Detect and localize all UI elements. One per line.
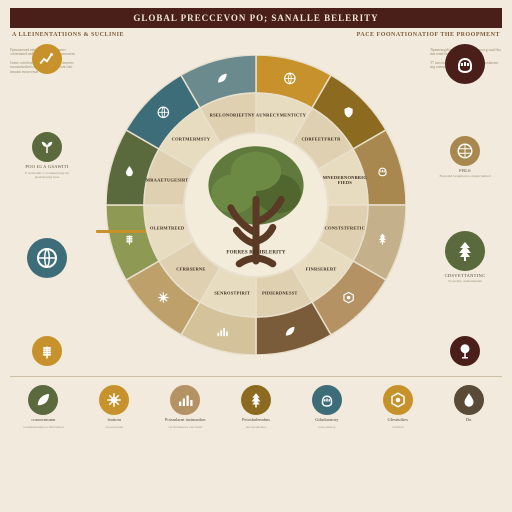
segment-label: AUNRECYMENTICTY — [256, 114, 304, 119]
bottom-item: conoormumn coemermssutnton titerrastion — [10, 385, 77, 442]
bottom-item-label: Petoshalennbns — [242, 418, 270, 423]
subtitle-row: A LLEINENTATIIONS & SUCLINIE PACE FOONAT… — [10, 32, 502, 38]
bottom-item-sub: crertiten — [392, 426, 404, 430]
side-item — [10, 336, 84, 366]
bottom-item-sub: coemermssutnton titerrastion — [23, 426, 64, 430]
wheel-chart: AUNRECYMENTICTY CDRFEETFRETR MNEDERNONBRIG… — [106, 55, 406, 355]
bottom-item-label: Dn — [466, 418, 472, 423]
water-icon — [454, 385, 484, 415]
bottom-item-label: Glesitulties — [387, 418, 408, 423]
bottom-item-label: Gtluduomiry — [315, 418, 338, 423]
segment-label: CFRRSERNE — [167, 268, 215, 273]
segment-label: OLERMTREED — [143, 226, 191, 231]
bottom-row: conoormumn coemermssutnton titerrastion le… — [10, 376, 502, 442]
subtitle-right: PACE FOONATIONATIOF THE PROOPMENT — [357, 32, 500, 38]
side-item-sub: Scoevetty cushentienmr — [448, 280, 482, 284]
globe-lines-icon — [450, 136, 480, 166]
side-item-sub: Foprelnd lornemovea olatjercrantied — [439, 175, 490, 179]
left-column: POO IG A GSAWITI F rercbotell s cccandect… — [10, 40, 84, 370]
bottom-item: Potsmlarnt insinuailon cervfertherens eur… — [152, 385, 219, 442]
tree-alt-icon — [450, 336, 480, 366]
side-item-label: POO IG A GSAWITI — [25, 164, 68, 169]
side-item: FBL6 Foprelnd lornemovea olatjercrantied — [428, 136, 502, 179]
side-item-sub: F rercbotell s cccandectrany tut prodalc… — [16, 172, 78, 180]
accent-line — [96, 230, 146, 233]
hands-icon — [445, 44, 485, 84]
right-column: FBL6 Foprelnd lornemovea olatjercrantied C… — [428, 40, 502, 370]
center-label: FORRES RESIBLERITY — [216, 250, 296, 256]
sun-icon — [99, 385, 129, 415]
bottom-item: leatiom ceyeorrentier — [81, 385, 148, 442]
bottom-item: Glesitulties crertiten — [364, 385, 431, 442]
bottom-item-sub: towrodrenoy — [318, 426, 336, 430]
side-item: POO IG A GSAWITI F rercbotell s cccandect… — [10, 132, 84, 179]
side-item — [10, 44, 84, 74]
hex-icon — [383, 385, 413, 415]
bottom-item-label: Potsmlarnt insinuailon — [165, 418, 206, 423]
subtitle-left: A LLEINENTATIIONS & SUCLINIE — [12, 32, 124, 38]
bottom-item: Petoshalennbns terrotpantrines — [223, 385, 290, 442]
side-item — [428, 44, 502, 84]
segment-label: MRAAETUGESIRT — [143, 179, 191, 184]
segment-label: RSELONORIEFTNY — [208, 114, 256, 119]
bottom-item-sub: terrotpantrines — [246, 426, 266, 430]
bottom-item-label: conoormumn — [31, 418, 55, 423]
hands-icon — [312, 385, 342, 415]
bottom-item-label: leatiom — [108, 418, 122, 423]
segment-label: CONSTSTFRETIC — [321, 226, 369, 231]
bottom-item-sub: ceyeorrentier — [105, 426, 123, 430]
segment-label: CORTMERMSTY — [167, 137, 215, 142]
segment-label: PIDIERDNESST — [256, 291, 304, 296]
title-bar: GLOBAL PRECCEVON PO; SANALLE BELERITY — [10, 8, 502, 28]
globe-icon — [27, 238, 67, 278]
wheat-icon — [32, 336, 62, 366]
segment-label: MNEDERNONBRIG FIEDS — [321, 176, 369, 186]
infographic-root: GLOBAL PRECCEVON PO; SANALLE BELERITY A … — [0, 0, 512, 512]
bottom-item: Gtluduomiry towrodrenoy — [293, 385, 360, 442]
leaf-icon — [28, 385, 58, 415]
side-item-label: FBL6 — [459, 168, 471, 173]
side-item — [428, 336, 502, 366]
center-column: AUNRECYMENTICTY CDRFEETFRETR MNEDERNONBRIG… — [84, 40, 428, 370]
segment-label: CDRFEETFRETR — [297, 137, 345, 142]
tree-icon — [445, 231, 485, 271]
chart-icon — [170, 385, 200, 415]
bottom-item: Dn — [435, 385, 502, 442]
tree-icon — [241, 385, 271, 415]
segment-label: FINRSERERT — [297, 268, 345, 273]
main-row: POO IG A GSAWITI F rercbotell s cccandect… — [10, 40, 502, 370]
graph-icon — [32, 44, 62, 74]
side-item-label: CDSVETTANTINC — [445, 273, 486, 278]
bottom-item-sub: cervfertherens eurcdond — [168, 426, 202, 430]
side-item: CDSVETTANTINC Scoevetty cushentienmr — [428, 231, 502, 284]
side-item — [10, 238, 84, 278]
segment-label: SENROSTPIRIT — [208, 291, 256, 296]
page-title: GLOBAL PRECCEVON PO; SANALLE BELERITY — [133, 13, 378, 23]
sprout-icon — [32, 132, 62, 162]
